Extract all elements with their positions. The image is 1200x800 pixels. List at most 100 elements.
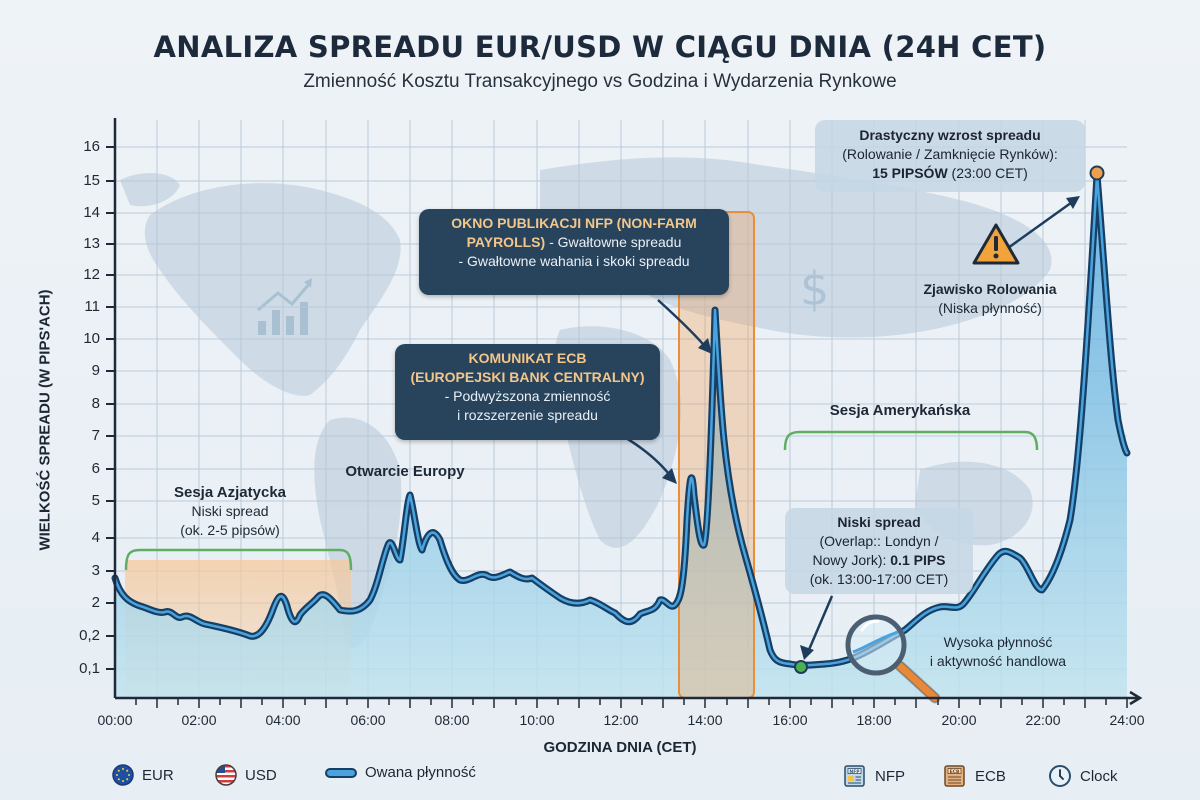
liquidity-line1: Wysoka płynność <box>943 634 1053 650</box>
legend-item-nfp: NFP NFP <box>843 764 905 788</box>
y-tick-label: 16 <box>83 138 100 155</box>
eu-flag-icon <box>112 764 134 786</box>
x-tick-label: 14:00 <box>687 712 723 728</box>
x-tick-label: 00:00 <box>97 712 133 728</box>
ecb-callout-line4: i rozszerzenie spreadu <box>457 407 598 423</box>
y-tick-label: 3 <box>91 562 100 579</box>
x-tick-label: 20:00 <box>941 712 977 728</box>
x-tick-marks <box>135 698 1128 708</box>
asian-session-title: Sesja Azjatycka <box>173 484 287 501</box>
x-tick-label: 10:00 <box>519 712 555 728</box>
x-tick-label: 12:00 <box>603 712 639 728</box>
y-tick-label: 14 <box>83 204 100 221</box>
rollover-peak-value: 15 PIPSÓW <box>872 165 948 181</box>
x-tick-label: 02:00 <box>181 712 217 728</box>
low-spread-callout: Niski spread (Overlap:: Londyn / Nowy Jo… <box>785 508 973 594</box>
dollar-watermark-icon: $ <box>800 262 829 316</box>
nfp-callout: OKNO PUBLIKACJI NFP (NON-FARM PAYROLLS) … <box>419 209 729 295</box>
arrowheads <box>662 196 1080 660</box>
x-tick-label: 04:00 <box>265 712 301 728</box>
us-flag-icon <box>215 764 237 786</box>
magnifier-icon <box>845 614 941 704</box>
rollover-title: Zjawisko Rolowania <box>923 281 1057 297</box>
y-axis-label: WIELKOŚĆ SPREADU (W PIPS'ACH) <box>36 289 54 551</box>
american-session-label: Sesja Amerykańska <box>829 402 971 419</box>
x-tick-label: 08:00 <box>434 712 470 728</box>
low-spread-line2: (Overlap:: Londyn / <box>819 533 939 549</box>
rollover-peak-time: (23:00 CET) <box>947 165 1028 181</box>
legend-label-ecb: ECB <box>975 767 1006 785</box>
low-spread-value: 0.1 PIPS <box>890 552 946 568</box>
chart-subtitle: Zmienność Kosztu Transakcyjnego vs Godzi… <box>303 71 897 92</box>
svg-text:NFP: NFP <box>849 769 860 775</box>
x-tick-label: 16:00 <box>772 712 808 728</box>
ecb-callout-line3: - Podwyższona zmienność <box>444 388 611 404</box>
rollover-peak-callout: Drastyczny wzrost spreadu (Rolowanie / Z… <box>815 120 1085 192</box>
liquidity-line2: i aktywność handlowa <box>929 653 1067 669</box>
y-tick-label: 9 <box>91 362 100 379</box>
asian-session-bracket <box>124 548 353 571</box>
spread-line <box>111 171 1131 669</box>
liquidity-annotation: Wysoka płynność i aktywność handlowa <box>918 633 1078 671</box>
y-tick-label: 7 <box>91 427 100 444</box>
y-tick-label: 13 <box>83 235 100 252</box>
rollover-annotation: Zjawisko Rolowania (Niska płynność) <box>910 280 1070 318</box>
legend-label-nfp: NFP <box>875 767 905 785</box>
low-spread-line3: Nowy Jork): <box>812 552 891 568</box>
svg-text:ECB: ECB <box>950 769 960 775</box>
ecb-callout: KOMUNIKAT ECB (EUROPEJSKI BANK CENTRALNY… <box>395 344 660 440</box>
rollover-peak-marker[interactable] <box>1089 165 1105 181</box>
x-axis-label: GODZINA DNIA (CET) <box>543 739 697 756</box>
nfp-callout-text: - Gwałtowne spreadu <box>545 234 682 250</box>
y-tick-label: 5 <box>91 492 100 509</box>
warning-icon <box>972 223 1020 265</box>
y-tick-label: 4 <box>91 529 100 546</box>
asian-session-annotation: Sesja Azjatycka Niski spread (ok. 2-5 pi… <box>150 483 310 540</box>
europe-open-label: Otwarcie Europy <box>345 463 465 480</box>
legend-label-usd: USD <box>245 766 277 784</box>
legend-item-usd: USD <box>215 764 277 786</box>
line-swatch-icon <box>325 767 357 778</box>
low-spread-title: Niski spread <box>837 514 921 530</box>
y-tick-label: 8 <box>91 395 100 412</box>
y-tick-marks <box>106 146 115 670</box>
nfp-newspaper-icon: NFP <box>844 765 865 787</box>
y-tick-label: 12 <box>83 266 100 283</box>
rollover-peak-title: Drastyczny wzrost spreadu <box>859 127 1041 143</box>
nfp-callout-line3: - Gwałtowne wahania i skoki spreadu <box>458 253 690 269</box>
asian-session-line1: Niski spread <box>191 503 269 519</box>
y-tick-label: 15 <box>83 172 100 189</box>
x-tick-label: 18:00 <box>856 712 892 728</box>
low-spread-line4: (ok. 13:00-17:00 CET) <box>809 571 949 587</box>
legend-item-eur: EUR <box>112 764 174 786</box>
x-tick-label: 24:00 <box>1109 712 1145 728</box>
ecb-newspaper-icon: ECB <box>944 765 965 787</box>
american-session-bracket <box>783 430 1039 451</box>
legend-item-clock: Clock <box>1048 764 1118 788</box>
ecb-callout-heading2: (EUROPEJSKI BANK CENTRALNY) <box>410 369 645 385</box>
y-tick-label: 0,2 <box>79 627 100 644</box>
annotation-arrows <box>609 198 1076 653</box>
legend-item-line: Owana płynność <box>325 764 476 781</box>
axes <box>113 118 1143 706</box>
y-tick-label: 6 <box>91 460 100 477</box>
nfp-callout-heading: OKNO PUBLIKACJI NFP (NON-FARM <box>451 215 697 231</box>
y-tick-label: 10 <box>83 330 100 347</box>
legend-label-line: Owana płynność <box>365 764 476 781</box>
spread-area-fill <box>115 175 1127 698</box>
y-tick-label: 2 <box>91 594 100 611</box>
legend-label-clock: Clock <box>1080 767 1118 785</box>
y-tick-label: 11 <box>84 298 100 315</box>
growth-chart-watermark-icon <box>257 278 312 335</box>
nfp-callout-heading2: PAYROLLS) <box>466 234 546 250</box>
y-tick-label: 0,1 <box>79 660 100 677</box>
legend-label-eur: EUR <box>142 766 174 784</box>
rollover-line2: (Niska płynność) <box>938 300 1042 316</box>
rollover-peak-line2: (Rolowanie / Zamknięcie Rynków): <box>842 146 1058 162</box>
chart-title: ANALIZA SPREADU EUR/USD W CIĄGU DNIA (24… <box>153 30 1047 64</box>
legend-item-ecb: ECB ECB <box>943 764 1006 788</box>
clock-icon <box>1049 765 1071 787</box>
low-spread-marker[interactable] <box>794 660 808 674</box>
x-tick-label: 22:00 <box>1025 712 1061 728</box>
asian-session-line2: (ok. 2-5 pipsów) <box>180 522 280 538</box>
